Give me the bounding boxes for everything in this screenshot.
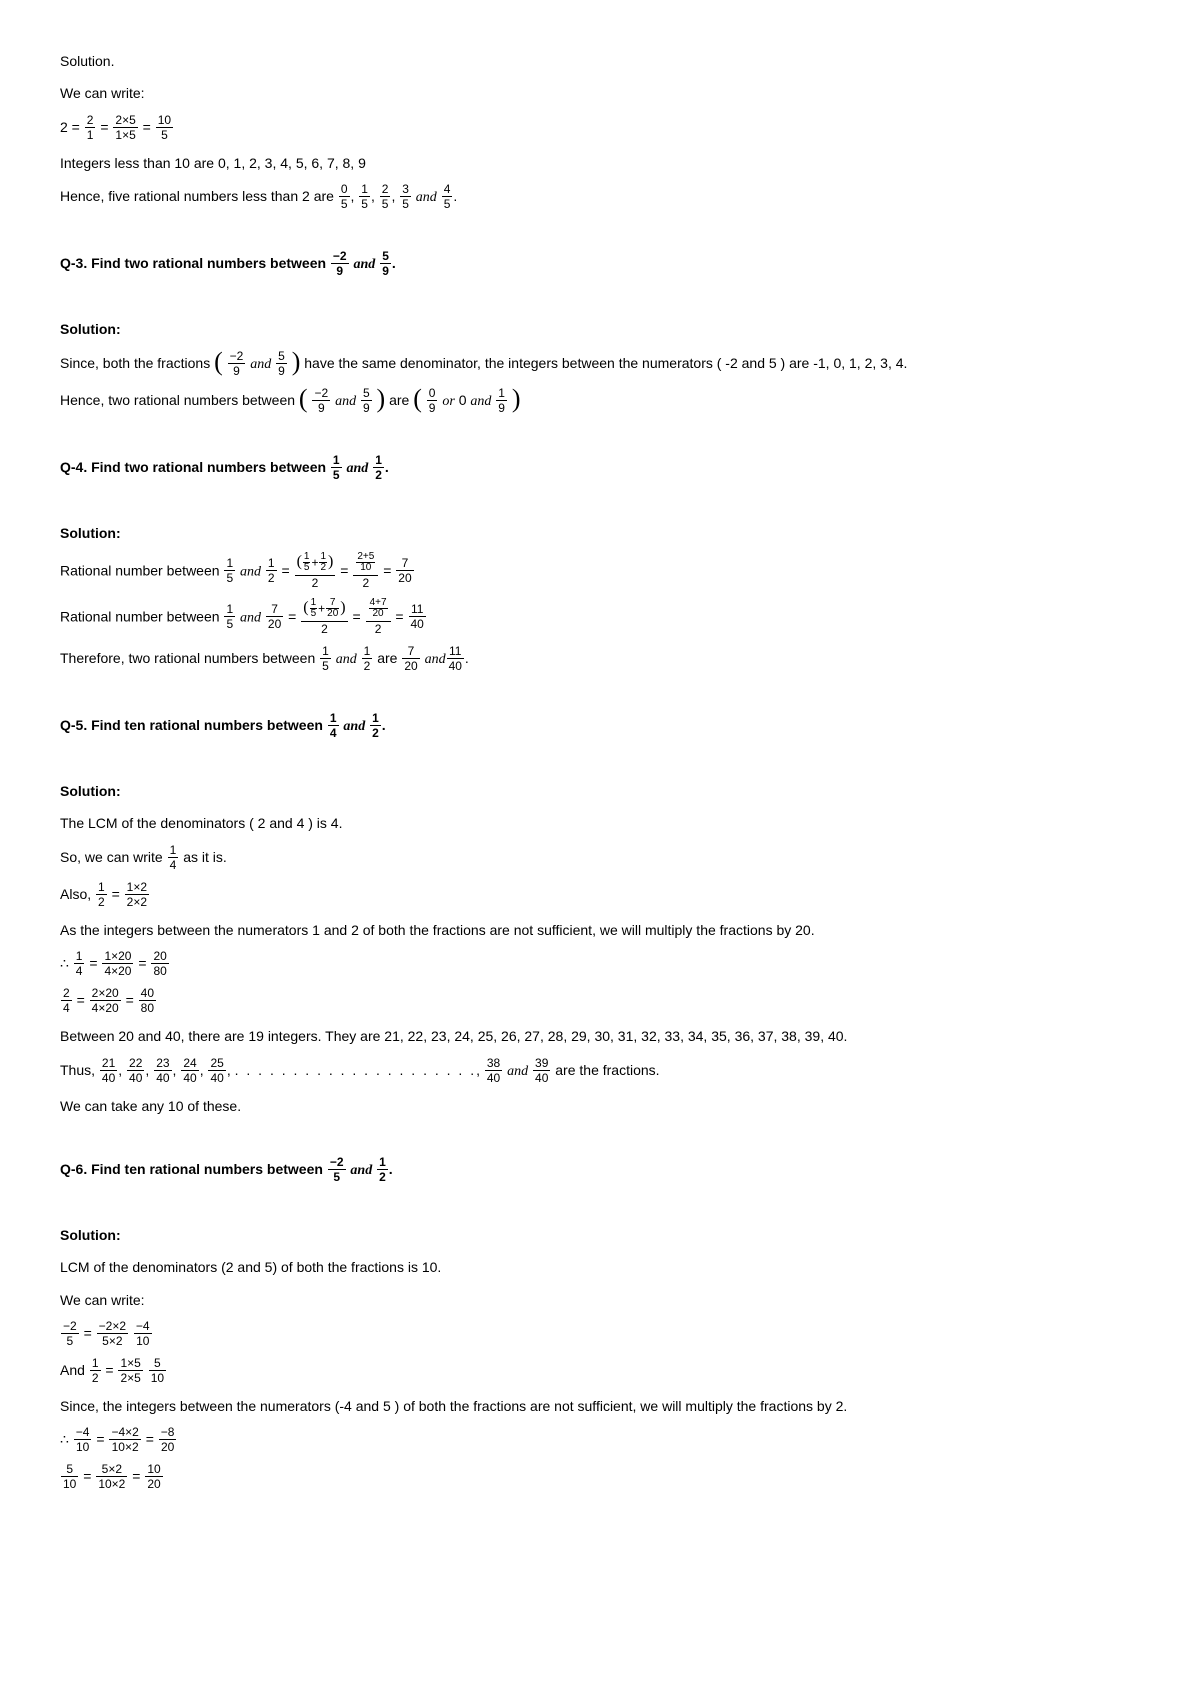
body-text: The LCM of the denominators ( 2 and 4 ) …	[60, 812, 1130, 834]
sep: =	[340, 563, 352, 579]
question-heading: Q-3. Find two rational numbers between −…	[60, 251, 1130, 278]
sep: .	[382, 717, 386, 733]
sep: =	[395, 609, 407, 625]
math-line: ∴ −410 = −4×210×2 = −820	[60, 1427, 1130, 1454]
text-run: as it is.	[183, 849, 227, 865]
sep: =	[281, 563, 293, 579]
question-heading: Q-6. Find ten rational numbers between −…	[60, 1157, 1130, 1184]
math-line: 510 = 5×210×2 = 1020	[60, 1464, 1130, 1491]
solution-heading: Solution:	[60, 780, 1130, 802]
question-heading: Q-4. Find two rational numbers between 1…	[60, 455, 1130, 482]
body-text: So, we can write 14 as it is.	[60, 845, 1130, 872]
and-word: and	[350, 1163, 372, 1178]
body-text: Thus, 2140, 2240, 2340, 2440, 2540, . . …	[60, 1058, 1130, 1085]
body-text: Integers less than 10 are 0, 1, 2, 3, 4,…	[60, 152, 1130, 174]
sep: =	[288, 609, 300, 625]
body-text: Therefore, two rational numbers between …	[60, 646, 1130, 673]
math-line: Also, 12 = 1×22×2	[60, 882, 1130, 909]
sep: ,	[227, 1062, 235, 1078]
and-word: and	[240, 611, 261, 626]
math-line: 2 = 21 = 2×51×5 = 105	[60, 115, 1130, 142]
body-text: Since, both the fractions ( −29 and 59 )…	[60, 351, 1130, 378]
math-line: 24 = 2×204×20 = 4080	[60, 988, 1130, 1015]
sep: ,	[371, 188, 379, 204]
and-word: and	[425, 652, 446, 667]
sep: ,	[118, 1062, 126, 1078]
body-text: As the integers between the numerators 1…	[60, 919, 1130, 941]
sep: =	[383, 563, 395, 579]
and-word: and	[354, 257, 376, 272]
sep: ,	[476, 1062, 484, 1078]
sep: .	[453, 188, 457, 204]
text-run: Hence, two rational numbers between	[60, 392, 299, 408]
and-word: and	[507, 1064, 528, 1079]
text-run: Also,	[60, 886, 95, 902]
body-text: Hence, five rational numbers less than 2…	[60, 184, 1130, 211]
text-run: Rational number between	[60, 563, 223, 579]
and-word: and	[347, 461, 369, 476]
solution-heading: Solution:	[60, 318, 1130, 340]
math-line: Rational number between 15 and 12 = (15+…	[60, 554, 1130, 590]
body-text: We can write:	[60, 82, 1130, 104]
solution-heading: Solution:	[60, 1224, 1130, 1246]
or-word: or	[442, 394, 454, 409]
sep: .	[392, 255, 396, 271]
sep: ,	[173, 1062, 181, 1078]
text-run: Hence, five rational numbers less than 2…	[60, 188, 338, 204]
text-run: are	[389, 392, 413, 408]
text-run: Q-4. Find two rational numbers between	[60, 459, 330, 475]
and-word: and	[335, 394, 356, 409]
therefore-symbol: ∴	[60, 1432, 73, 1448]
text-run: Therefore, two rational numbers between	[60, 650, 319, 666]
sep: .	[389, 1161, 393, 1177]
text-run: Q-6. Find ten rational numbers between	[60, 1161, 327, 1177]
math-line: Rational number between 15 and 720 = (15…	[60, 600, 1130, 636]
and-word: and	[470, 394, 491, 409]
solution-heading: Solution:	[60, 522, 1130, 544]
therefore-symbol: ∴	[60, 955, 73, 971]
text-run: Q-3. Find two rational numbers between	[60, 255, 330, 271]
text-run: Rational number between	[60, 609, 223, 625]
sep: ,	[145, 1062, 153, 1078]
text-run: are the fractions.	[555, 1062, 659, 1078]
and-word: and	[343, 719, 365, 734]
sep: .	[465, 650, 469, 666]
and-word: and	[416, 190, 437, 205]
sep: .	[385, 459, 389, 475]
text-run: So, we can write	[60, 849, 167, 865]
text-run: Q-5. Find ten rational numbers between	[60, 717, 327, 733]
and-word: and	[250, 357, 271, 372]
text-run: are	[377, 650, 401, 666]
body-text: Since, the integers between the numerato…	[60, 1395, 1130, 1417]
solution-heading: Solution.	[60, 50, 1130, 72]
question-heading: Q-5. Find ten rational numbers between 1…	[60, 713, 1130, 740]
sep: ,	[200, 1062, 208, 1078]
ellipsis: . . . . . . . . . . . . . . . . . . . . …	[235, 1062, 476, 1078]
text-run: have the same denominator, the integers …	[304, 355, 907, 371]
and-word: and	[240, 565, 261, 580]
math-line: And 12 = 1×52×5 510	[60, 1358, 1130, 1385]
text-run: And	[60, 1362, 89, 1378]
sep: ,	[391, 188, 399, 204]
sep: ,	[351, 188, 359, 204]
body-text: LCM of the denominators (2 and 5) of bot…	[60, 1256, 1130, 1278]
math-line: ∴ 14 = 1×204×20 = 2080	[60, 951, 1130, 978]
body-text: Hence, two rational numbers between ( −2…	[60, 388, 1130, 415]
sep: =	[352, 609, 364, 625]
math-line: −25 = −2×25×2 −410	[60, 1321, 1130, 1348]
body-text: We can take any 10 of these.	[60, 1095, 1130, 1117]
body-text: We can write:	[60, 1289, 1130, 1311]
and-word: and	[336, 652, 357, 667]
text-run: Thus,	[60, 1062, 99, 1078]
body-text: Between 20 and 40, there are 19 integers…	[60, 1025, 1130, 1047]
text-run: Since, both the fractions	[60, 355, 214, 371]
